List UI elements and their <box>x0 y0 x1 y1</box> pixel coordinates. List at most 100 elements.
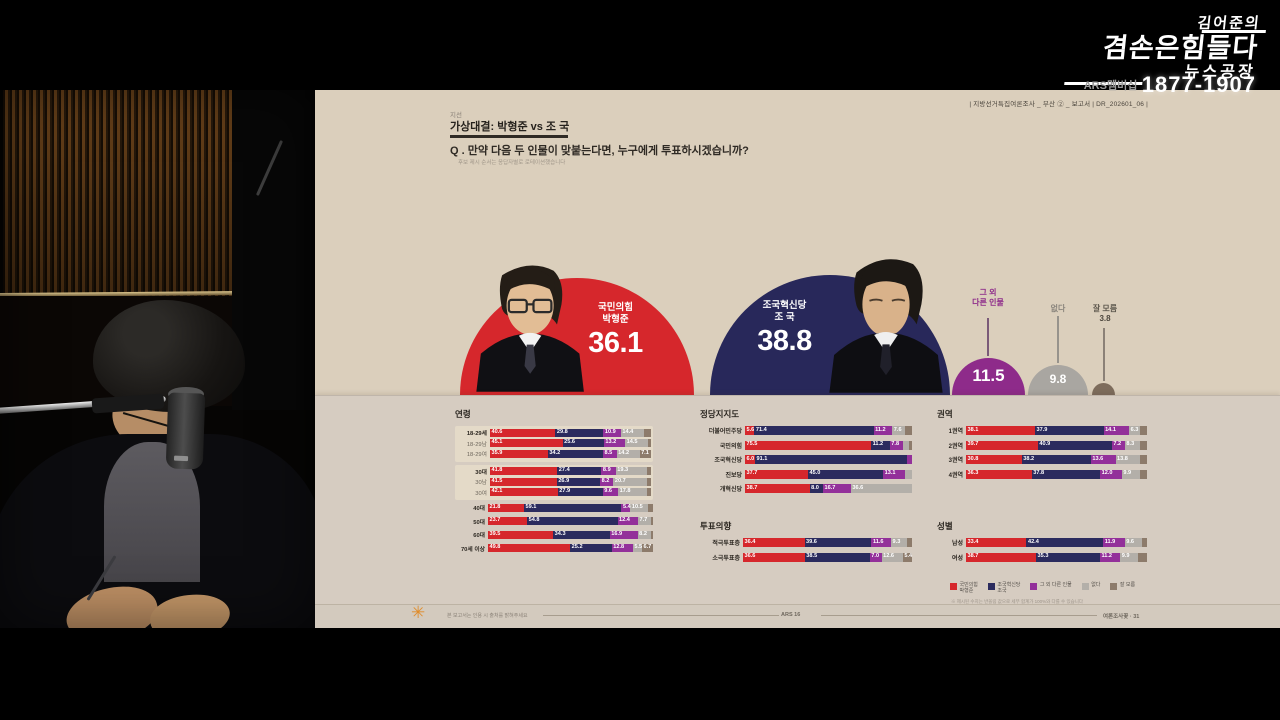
unsure-connector <box>1103 328 1105 381</box>
footer-pollster-page: 여론조사꽃 · 31 <box>1103 613 1140 620</box>
segment-value: 19.3 <box>617 467 629 474</box>
unsure-value: 3.8 <box>1099 314 1111 323</box>
slide-footer: ✳ 본 보고서는 인용 시 출처를 밝혀주세요 ARS 16 여론조사꽃 · 3… <box>315 604 1280 628</box>
segment-value: 7.8 <box>891 441 900 448</box>
chart-row: 30여 42.1 27.9 9.6 17.8 <box>457 488 651 497</box>
segment-value: 7.6 <box>893 426 902 433</box>
bar-segment <box>904 469 912 479</box>
segment-value: 34.3 <box>554 530 566 537</box>
legend-swatch <box>1110 583 1118 590</box>
segment-value: 49.8 <box>489 544 501 551</box>
bar-segment <box>646 488 651 496</box>
row-label: 40대 <box>473 506 485 512</box>
segment-value: 10.9 <box>604 428 616 435</box>
segment-value: 27.4 <box>558 467 570 474</box>
bar-segment: 40.6 <box>490 428 556 437</box>
segment-value: 30.8 <box>967 455 979 462</box>
stacked-bar: 23.7 54.8 12.4 7.7 <box>488 517 653 525</box>
bar-segment: 41.8 <box>490 467 558 475</box>
bar-segment: 37.9 <box>1034 426 1104 435</box>
chart-title: 권역 <box>937 409 953 419</box>
pollster-flower-icon: ✳ <box>411 603 426 622</box>
bar-segment: 10.5 <box>630 503 648 512</box>
bar-segment: 6.7 <box>641 544 654 552</box>
microphone <box>165 392 206 470</box>
row-label: 남성 <box>951 541 963 547</box>
bar-segment: 8.0 <box>809 484 823 493</box>
bar-segment: 54.8 <box>527 517 618 525</box>
segment-value: 54.8 <box>528 517 540 524</box>
bar-segment: 37.8 <box>1031 469 1101 479</box>
segment-value: 27.9 <box>559 488 571 495</box>
chart-group: 70세 이상 49.8 25.2 12.8 5.5 6.7 <box>455 544 654 553</box>
bubble-other: 11.5 <box>952 358 1025 395</box>
ars-phone-number: 1877-1907 <box>1141 72 1256 97</box>
stacked-bar: 41.5 26.9 8.2 20.7 <box>490 477 651 486</box>
segment-value: 25.6 <box>564 439 575 446</box>
stacked-bar: 41.8 27.4 8.9 19.3 <box>490 467 651 475</box>
stacked-bar: 39.5 34.3 16.9 8.2 <box>488 530 653 539</box>
bar-segment: 7.0 <box>869 552 882 562</box>
segment-value: 36.6 <box>744 553 756 560</box>
candidate1-name: 박형준 <box>602 313 629 325</box>
segment-value: 12.0 <box>1101 470 1113 477</box>
chart-row: 18-29여 35.9 34.2 8.5 14.2 7.1 <box>457 449 651 458</box>
segment-value: 14.4 <box>622 428 634 435</box>
segment-value: 35.3 <box>1037 553 1049 560</box>
legend-item: 국민의힘 박형준 <box>950 582 978 595</box>
segment-value: 38.5 <box>806 553 818 560</box>
segment-value: 34.2 <box>549 449 561 456</box>
bar-segment: 23.7 <box>488 517 528 525</box>
bar-segment <box>650 517 653 525</box>
chart-row: 국민의힘 75.5 11.2 7.8 <box>700 440 912 450</box>
chart-row: 소극투표층 36.6 38.5 7.0 12.6 5.4 <box>700 552 912 562</box>
segment-value: 6.0 <box>746 455 755 462</box>
segment-value: 36.3 <box>967 470 979 477</box>
bar-segment: 14.2 <box>616 449 640 458</box>
bar-segment: 34.3 <box>553 530 610 539</box>
segment-value: 39.6 <box>806 538 817 545</box>
legend-note: ※ 제시된 수치는 반올림 값으로 세부 합계가 100%와 다를 수 있습니다 <box>951 599 1084 604</box>
segment-value: 5.5 <box>634 544 643 551</box>
bar-segment: 20.7 <box>613 477 647 486</box>
chart-group: 18-29세 40.6 29.8 10.9 14.4 18-29남 45.1 25.6 13.2… <box>455 426 653 462</box>
legend-swatch <box>950 583 957 590</box>
segment-value: 29.8 <box>556 428 568 435</box>
bar-segment: 39.6 <box>804 538 872 547</box>
chart-legend: 국민의힘 박형준 조국혁신당 조국 그 외 다른 인물 없다 잘 모름 <box>950 582 1135 595</box>
bar-segment: 38.1 <box>966 426 1035 435</box>
segment-value: 39.7 <box>967 441 979 448</box>
bar-segment: 36.6 <box>743 552 805 562</box>
bar-segment: 42.4 <box>1026 538 1104 547</box>
bar-segment <box>1142 538 1147 547</box>
candidate1-party: 국민의힘 <box>598 302 633 313</box>
segment-value: 7.7 <box>639 517 648 524</box>
legend-swatch <box>987 583 995 590</box>
title-underline <box>450 135 568 138</box>
bar-segment: 26.9 <box>556 477 601 486</box>
chart-row: 더불어민주당 5.6 71.4 11.2 7.6 <box>700 426 912 435</box>
row-label: 적극투표층 <box>712 541 740 547</box>
segment-value: 6.7 <box>643 544 652 551</box>
stacked-bar: 75.5 11.2 7.8 <box>745 440 912 450</box>
question-note: 후보 제시 순서는 응답자별로 로테이션했습니다 <box>458 160 566 166</box>
row-label: 2권역 <box>948 443 963 450</box>
bubble-none: 9.8 <box>1028 365 1088 395</box>
bar-segment: 19.3 <box>615 467 647 475</box>
chart-row: 여성 38.7 35.3 11.2 9.9 <box>937 552 1147 562</box>
row-label: 1권역 <box>948 429 963 435</box>
unsure-label: 잘 모름 <box>1092 304 1118 313</box>
bar-segment: 11.9 <box>1103 538 1125 547</box>
bar-segment: 12.8 <box>611 544 633 552</box>
segment-value: 7.1 <box>641 449 649 456</box>
bar-segment: 39.5 <box>488 530 554 539</box>
bar-segment: 30.8 <box>966 455 1022 464</box>
candidate1-value: 36.1 <box>588 326 643 359</box>
bar-segment <box>648 439 651 447</box>
segment-value: 13.8 <box>1117 455 1128 462</box>
segment-value: 12.4 <box>619 517 630 524</box>
bar-segment: 7.8 <box>889 440 903 450</box>
chart-row: 30대 41.8 27.4 8.9 19.3 <box>457 467 651 476</box>
chart-row: 50대 23.7 54.8 12.4 7.7 <box>455 517 653 526</box>
row-label: 3권역 <box>948 458 963 464</box>
